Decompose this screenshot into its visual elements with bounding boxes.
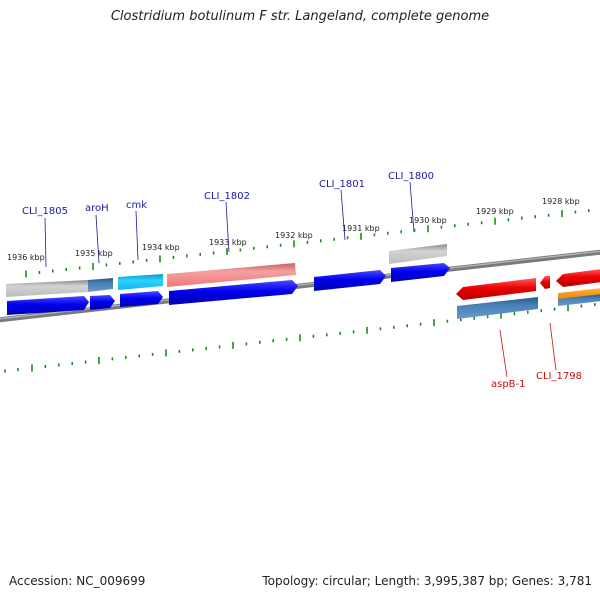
gene-feature[interactable] xyxy=(118,274,163,290)
gene-feature[interactable] xyxy=(556,269,600,287)
scale-label: 1928 kbp xyxy=(542,197,580,206)
scale-label: 1935 kbp xyxy=(75,249,113,258)
scale-labels: 1936 kbp 1935 kbp 1934 kbp 1933 kbp 1932… xyxy=(7,197,580,262)
forward-inner-genes xyxy=(7,263,450,315)
gene-feature[interactable] xyxy=(7,296,89,315)
gene-label[interactable]: aspB-1 xyxy=(491,379,526,390)
gene-label[interactable]: CLI_1802 xyxy=(204,191,250,202)
gene-feature[interactable] xyxy=(6,280,88,297)
gene-feature[interactable] xyxy=(88,278,113,292)
gene-feature[interactable] xyxy=(391,263,450,282)
gene-label[interactable]: aroH xyxy=(85,203,109,214)
map-title: Clostridium botulinum F str. Langeland, … xyxy=(110,9,490,24)
scale-label: 1929 kbp xyxy=(476,207,514,216)
gene-feature[interactable] xyxy=(314,270,386,291)
gene-label[interactable]: CLI_1801 xyxy=(319,179,365,190)
gene-feature[interactable] xyxy=(389,244,447,264)
reverse-outer-genes xyxy=(457,288,600,319)
reverse-inner-genes xyxy=(456,269,600,300)
gene-feature[interactable] xyxy=(169,280,298,305)
gene-feature[interactable] xyxy=(540,276,550,289)
gene-label[interactable]: CLI_1805 xyxy=(22,206,68,217)
gene-feature[interactable] xyxy=(558,294,600,306)
gene-feature[interactable] xyxy=(120,291,163,307)
gene-leader-lines xyxy=(44,181,557,378)
scale-label: 1932 kbp xyxy=(275,231,313,240)
scale-label: 1930 kbp xyxy=(409,216,447,225)
scale-label: 1936 kbp xyxy=(7,253,45,262)
gene-label[interactable]: CLI_1800 xyxy=(388,171,434,182)
gene-feature[interactable] xyxy=(90,295,115,310)
gene-label[interactable]: CLI_1798 xyxy=(536,371,582,382)
gene-labels: CLI_1805 aroH cmk CLI_1802 CLI_1801 CLI_… xyxy=(22,171,582,390)
accession-text: Accession: NC_009699 xyxy=(9,574,146,588)
scale-label: 1933 kbp xyxy=(209,238,247,247)
forward-outer-genes xyxy=(6,244,447,297)
gene-feature[interactable] xyxy=(167,263,296,287)
reverse-scale-ticks xyxy=(4,303,596,373)
gene-label[interactable]: cmk xyxy=(126,200,147,211)
scale-label: 1931 kbp xyxy=(342,224,380,233)
gene-feature[interactable] xyxy=(457,297,538,319)
genome-summary-text: Topology: circular; Length: 3,995,387 bp… xyxy=(262,574,592,588)
gene-feature[interactable] xyxy=(456,278,536,300)
scale-label: 1934 kbp xyxy=(142,243,180,252)
forward-scale-ticks xyxy=(25,209,590,278)
